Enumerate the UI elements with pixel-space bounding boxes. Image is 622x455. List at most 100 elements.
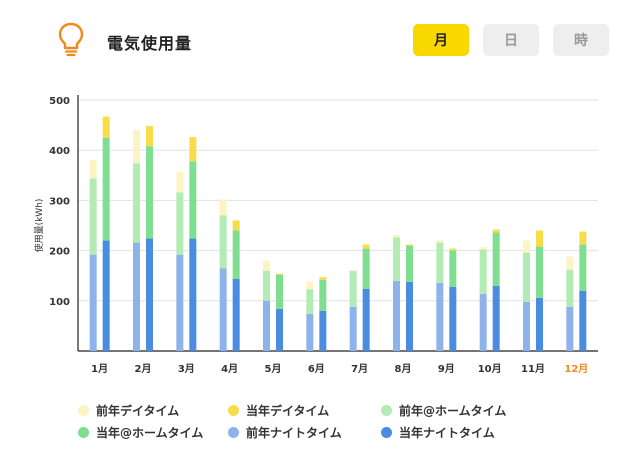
bar-segment bbox=[319, 310, 327, 351]
bar-segment bbox=[319, 277, 327, 280]
bar-segment bbox=[579, 244, 587, 291]
bar-segment bbox=[189, 137, 197, 162]
x-tick-label: 1月 bbox=[91, 363, 108, 375]
x-tick-label: 9月 bbox=[438, 363, 455, 375]
bar-segment bbox=[479, 247, 487, 250]
bar-segment bbox=[362, 244, 370, 249]
bar-segment bbox=[176, 254, 184, 351]
legend-label: 前年ナイトタイム bbox=[246, 426, 342, 440]
bar-segment bbox=[232, 278, 240, 351]
bar-segment bbox=[436, 240, 444, 243]
bar-segment bbox=[566, 269, 574, 307]
bar-segment bbox=[146, 238, 153, 351]
y-tick-label: 100 bbox=[49, 297, 70, 308]
legend-label: 前年@ホームタイム bbox=[399, 404, 507, 418]
legend-swatch-prev-day bbox=[78, 405, 89, 416]
bar-segment bbox=[523, 252, 530, 302]
x-tick-label: 2月 bbox=[135, 363, 152, 375]
x-tick-label: 6月 bbox=[308, 363, 325, 375]
tab-hour[interactable]: 時 bbox=[553, 24, 609, 56]
bar-segment bbox=[406, 245, 413, 282]
bar-segment bbox=[349, 270, 357, 307]
bar-segment bbox=[276, 273, 283, 275]
bar-segment bbox=[306, 281, 314, 290]
x-tick-label: 4月 bbox=[221, 363, 238, 375]
bar-segment bbox=[579, 231, 587, 245]
y-axis-label: 使用量(kWh) bbox=[33, 199, 45, 253]
legend-item-prev-day: 前年デイタイム bbox=[78, 402, 179, 419]
bar-segment bbox=[133, 130, 140, 164]
y-tick-label: 400 bbox=[49, 146, 70, 157]
bar-segment bbox=[449, 286, 457, 351]
bar-segment bbox=[219, 199, 227, 216]
bar-segment bbox=[189, 161, 197, 239]
y-tick-label: 300 bbox=[49, 196, 70, 207]
bar-segment bbox=[492, 229, 500, 233]
bar-segment bbox=[406, 281, 413, 351]
bar-segment bbox=[406, 244, 413, 246]
bar-segment bbox=[566, 306, 574, 351]
bar-segment bbox=[219, 215, 227, 269]
bar-segment bbox=[349, 306, 357, 351]
bar-segment bbox=[89, 254, 97, 351]
legend-label: 当年ナイトタイム bbox=[399, 426, 495, 440]
bar-segment bbox=[362, 288, 370, 351]
bar-segment bbox=[523, 240, 530, 253]
y-tick-label: 200 bbox=[49, 247, 70, 258]
bar-segment bbox=[102, 240, 110, 351]
bar-segment bbox=[449, 250, 457, 287]
legend-swatch-curr-night bbox=[381, 427, 392, 438]
x-tick-label: 11月 bbox=[521, 363, 545, 375]
legend-swatch-curr-home bbox=[78, 427, 89, 438]
legend-label: 前年デイタイム bbox=[96, 404, 180, 418]
x-tick-label: 5月 bbox=[265, 363, 282, 375]
legend-label: 当年@ホームタイム bbox=[96, 426, 204, 440]
bar-segment bbox=[102, 116, 110, 138]
bar-segment bbox=[319, 279, 327, 311]
bar-segment bbox=[102, 137, 110, 241]
bar-segment bbox=[536, 297, 543, 351]
legend-swatch-curr-day bbox=[228, 405, 239, 416]
bar-segment bbox=[306, 289, 314, 314]
bar-segment bbox=[393, 235, 400, 238]
page-title: 電気使用量 bbox=[107, 34, 193, 53]
bar-segment bbox=[479, 249, 487, 294]
bar-segment bbox=[133, 242, 140, 351]
bar-segment bbox=[436, 282, 444, 351]
legend-label: 当年デイタイム bbox=[246, 404, 330, 418]
header: 電気使用量 月 日 時 bbox=[0, 0, 622, 80]
bar-segment bbox=[176, 192, 184, 255]
legend-item-curr-day: 当年デイタイム bbox=[228, 402, 329, 419]
legend-item-prev-night: 前年ナイトタイム bbox=[228, 424, 342, 441]
legend-item-curr-night: 当年ナイトタイム bbox=[381, 424, 495, 441]
bar-segment bbox=[536, 230, 543, 247]
tab-month[interactable]: 月 bbox=[413, 24, 469, 56]
legend-swatch-prev-night bbox=[228, 427, 239, 438]
bar-segment bbox=[133, 163, 140, 243]
bar-segment bbox=[189, 238, 197, 351]
bar-segment bbox=[219, 268, 227, 351]
bar-segment bbox=[89, 178, 97, 255]
tab-day[interactable]: 日 bbox=[483, 24, 539, 56]
bar-segment bbox=[492, 232, 500, 286]
legend-item-curr-home: 当年@ホームタイム bbox=[78, 424, 203, 441]
bar-segment bbox=[523, 301, 530, 351]
bar-segment bbox=[263, 260, 270, 271]
bar-segment bbox=[176, 172, 184, 193]
usage-bar-chart: 100 200 300 400 500 使用量(kWh) 1月 2月 3月 4月 5月 6月 7月 8月 9… bbox=[33, 95, 598, 375]
x-tick-label: 12月 bbox=[564, 363, 588, 375]
lightbulb-icon bbox=[58, 22, 84, 57]
bar-segment bbox=[579, 290, 587, 351]
bar-segment bbox=[306, 313, 314, 351]
bar-segment bbox=[566, 256, 574, 270]
bar-segment bbox=[263, 270, 270, 301]
bar-segment bbox=[232, 220, 240, 231]
bar-segment bbox=[492, 285, 500, 351]
x-tick-label: 8月 bbox=[395, 363, 412, 375]
bar-segment bbox=[479, 293, 487, 351]
x-tick-label: 10月 bbox=[478, 363, 502, 375]
bar-segment bbox=[146, 146, 153, 239]
bar-segment bbox=[263, 300, 270, 351]
bar-segment bbox=[276, 274, 283, 309]
bar-segment bbox=[449, 248, 457, 251]
